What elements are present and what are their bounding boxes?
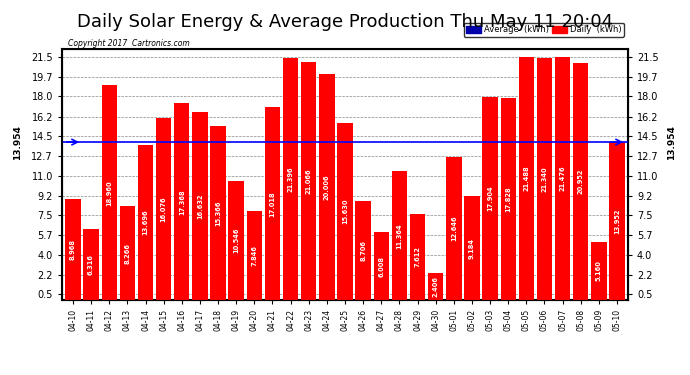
Text: 12.646: 12.646 — [451, 216, 457, 241]
Bar — [410, 214, 425, 300]
Text: 21.476: 21.476 — [560, 166, 566, 191]
Text: 21.488: 21.488 — [523, 166, 529, 191]
Text: 5.160: 5.160 — [596, 260, 602, 281]
Text: 6.008: 6.008 — [378, 255, 384, 276]
Bar — [428, 273, 444, 300]
Text: 17.828: 17.828 — [505, 186, 511, 212]
Text: 7.612: 7.612 — [415, 246, 420, 267]
Bar — [301, 62, 317, 300]
Text: 11.364: 11.364 — [396, 223, 402, 249]
Bar — [392, 171, 407, 300]
Bar — [373, 232, 389, 300]
Bar — [591, 242, 607, 300]
Bar — [519, 57, 534, 300]
Text: 13.954: 13.954 — [667, 124, 676, 159]
Bar — [482, 98, 497, 300]
Bar — [555, 57, 571, 300]
Text: 13.952: 13.952 — [614, 208, 620, 234]
Bar — [500, 98, 516, 300]
Bar — [210, 126, 226, 300]
Text: 17.018: 17.018 — [270, 191, 275, 216]
Text: 20.952: 20.952 — [578, 169, 584, 194]
Bar — [101, 86, 117, 300]
Bar — [319, 74, 335, 300]
Bar — [265, 107, 280, 300]
Text: 21.066: 21.066 — [306, 168, 312, 194]
Text: 21.396: 21.396 — [288, 166, 294, 192]
Text: 7.846: 7.846 — [251, 245, 257, 266]
Text: Daily Solar Energy & Average Production Thu May 11 20:04: Daily Solar Energy & Average Production … — [77, 13, 613, 31]
Bar — [609, 142, 624, 300]
Text: 2.406: 2.406 — [433, 276, 439, 297]
Text: 17.368: 17.368 — [179, 189, 185, 214]
Text: 21.340: 21.340 — [542, 166, 547, 192]
Bar — [573, 63, 589, 300]
Bar — [138, 145, 153, 300]
Text: 8.706: 8.706 — [360, 240, 366, 261]
Bar — [66, 198, 81, 300]
Bar — [446, 157, 462, 300]
Bar — [283, 58, 298, 300]
Text: 16.632: 16.632 — [197, 193, 203, 219]
Bar — [156, 118, 171, 300]
Text: 8.968: 8.968 — [70, 239, 76, 260]
Text: 13.954: 13.954 — [14, 124, 23, 159]
Text: 15.630: 15.630 — [342, 199, 348, 224]
Text: 18.960: 18.960 — [106, 180, 112, 206]
Text: 13.696: 13.696 — [143, 210, 148, 235]
Bar — [193, 112, 208, 300]
Bar — [119, 207, 135, 300]
Text: 10.546: 10.546 — [233, 228, 239, 253]
Bar — [228, 181, 244, 300]
Text: 20.006: 20.006 — [324, 174, 330, 200]
Bar — [83, 228, 99, 300]
Text: 6.316: 6.316 — [88, 254, 94, 275]
Bar — [537, 58, 552, 300]
Text: 9.184: 9.184 — [469, 237, 475, 258]
Bar — [337, 123, 353, 300]
Legend: Average  (kWh), Daily  (kWh): Average (kWh), Daily (kWh) — [464, 23, 624, 37]
Bar — [174, 104, 190, 300]
Bar — [464, 196, 480, 300]
Text: 17.904: 17.904 — [487, 186, 493, 211]
Text: 8.266: 8.266 — [124, 243, 130, 264]
Text: 16.076: 16.076 — [161, 196, 167, 222]
Bar — [246, 211, 262, 300]
Text: Copyright 2017  Cartronics.com: Copyright 2017 Cartronics.com — [68, 39, 190, 48]
Text: 15.366: 15.366 — [215, 200, 221, 226]
Bar — [355, 201, 371, 300]
